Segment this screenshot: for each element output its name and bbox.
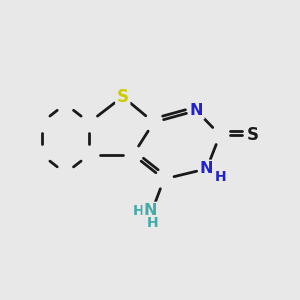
Text: H: H [147,215,158,230]
Text: N: N [200,161,213,176]
Text: N: N [190,103,203,118]
Text: S: S [246,126,258,144]
Text: N: N [144,203,158,218]
Text: H: H [215,170,226,184]
Text: S: S [117,88,129,106]
Text: H: H [133,204,144,218]
